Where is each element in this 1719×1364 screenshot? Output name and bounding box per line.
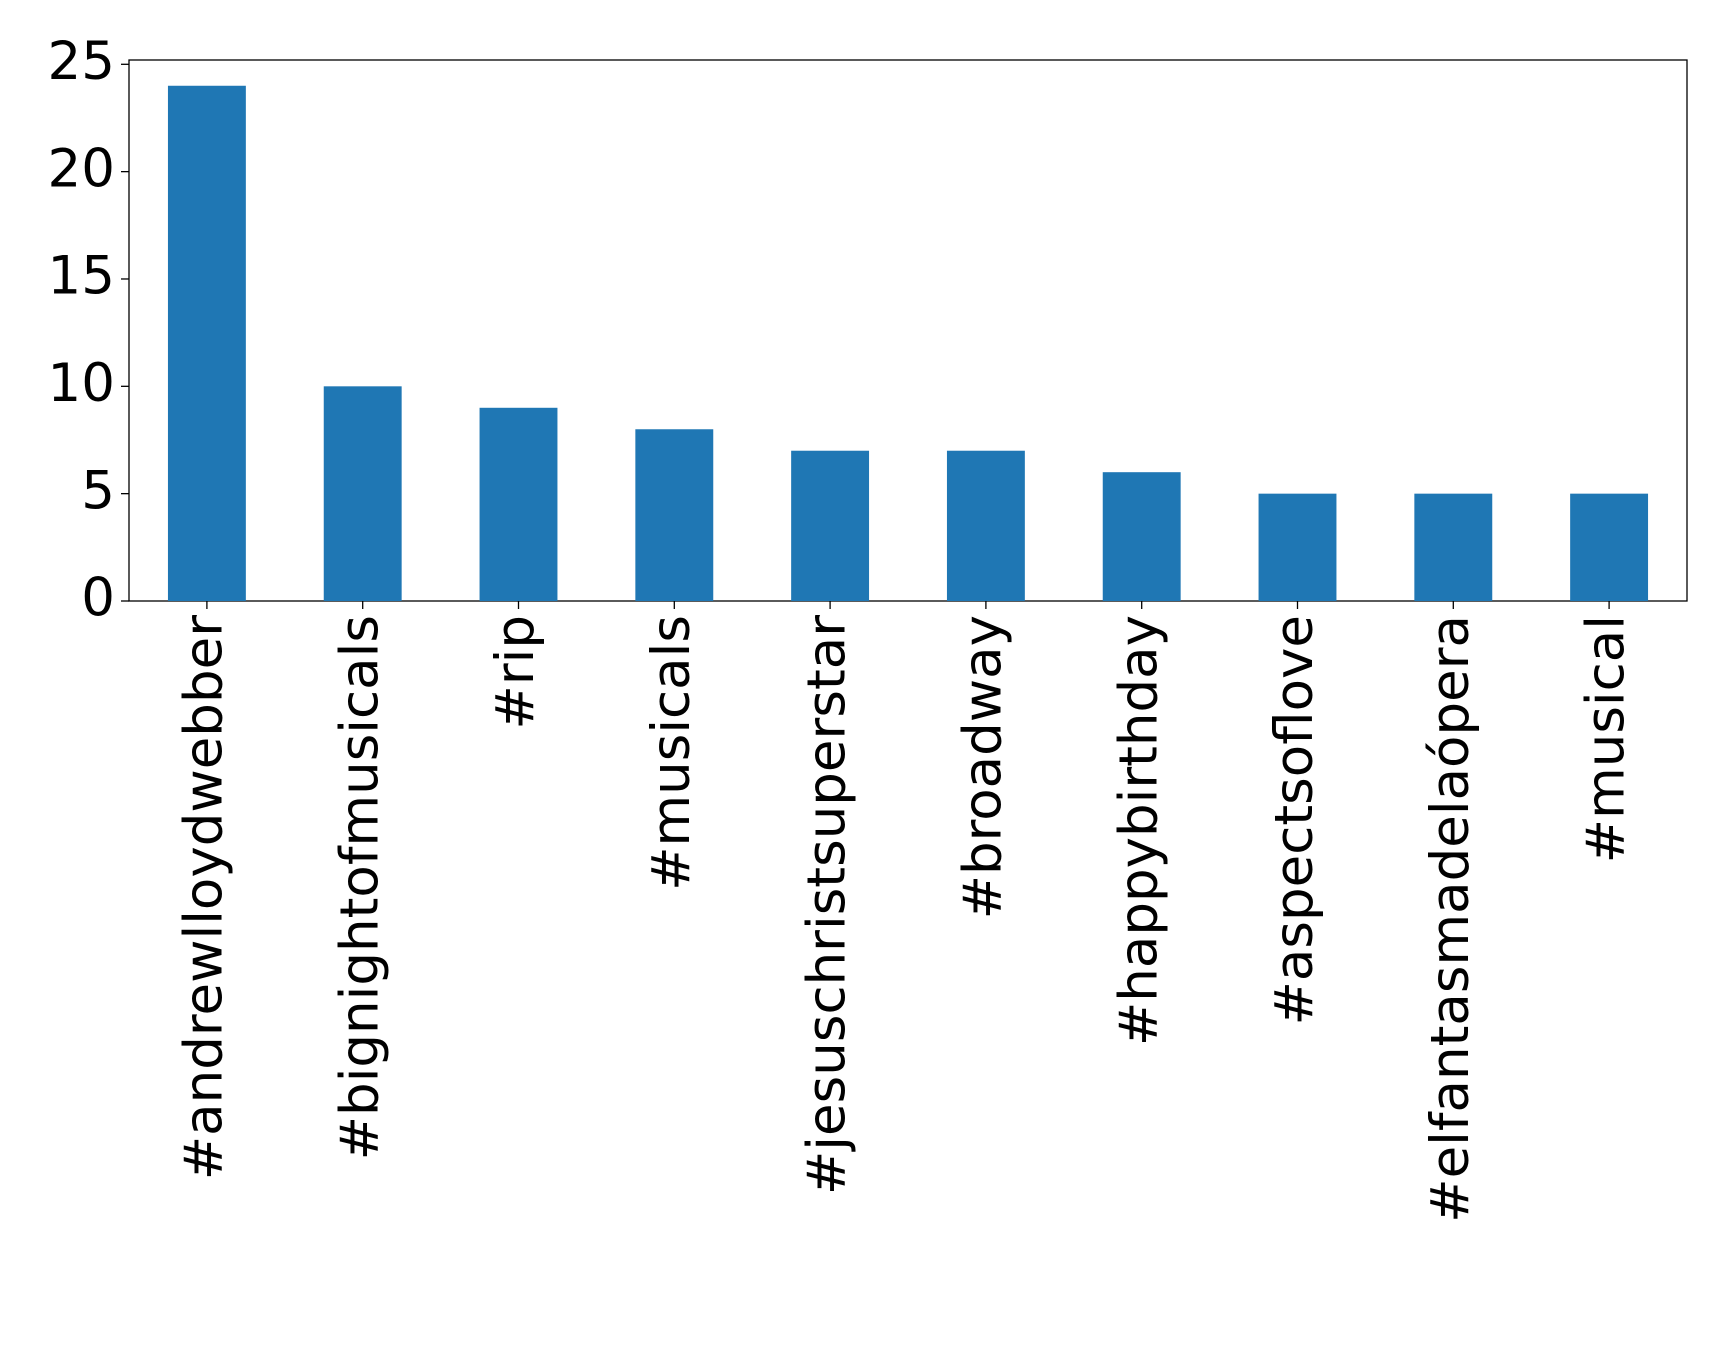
y-tick-label: 5 (81, 460, 115, 521)
bar (1258, 493, 1337, 601)
x-tick-label: #jesuschristsuperstar (797, 615, 858, 1195)
bar (635, 429, 714, 601)
bar (791, 450, 870, 601)
x-tick-label: #musicals (641, 615, 702, 891)
x-tick-label: #elfantasmadelaópera (1420, 615, 1481, 1223)
x-tick-label: #broadway (953, 615, 1014, 919)
y-tick-label: 20 (48, 138, 115, 199)
x-tick-label: #musical (1576, 615, 1637, 863)
bar (946, 450, 1025, 601)
x-tick-label: #andrewlloydwebber (174, 615, 235, 1180)
x-tick-label: #bignightofmusicals (329, 615, 390, 1160)
bar (1414, 493, 1493, 601)
axes-frame (128, 59, 1688, 602)
bar (479, 407, 558, 601)
bar (323, 386, 402, 601)
x-tick-label: #happybirthday (1108, 615, 1169, 1046)
bar (167, 85, 246, 601)
bar (1102, 472, 1181, 601)
x-tick-label: #rip (485, 615, 546, 730)
y-tick-label: 15 (48, 246, 115, 307)
y-tick-label: 10 (48, 353, 115, 414)
x-tick-label: #aspectsoflove (1264, 615, 1325, 1026)
y-tick-label: 0 (81, 568, 115, 629)
y-tick-label: 25 (48, 31, 115, 92)
bar (1570, 493, 1649, 601)
